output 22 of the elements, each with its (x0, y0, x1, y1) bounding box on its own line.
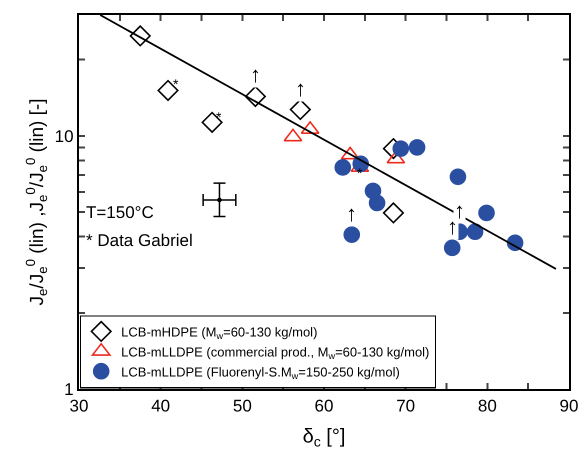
legend-label: LCB-mLLDPE (commercial prod., M$_{w}$=60-130 kg/mol) (121, 344, 430, 362)
x-axis-title: δ$_{c}$ [°] (302, 425, 346, 450)
legend-label: LCB-mLLDPE (Fluorenyl-S.M$_{w}$=150-250 kg/mol) (121, 364, 400, 381)
annotation: * Data Gabriel (86, 231, 193, 250)
y-tick-label: 10 (54, 126, 74, 146)
annotation: ↑ (295, 76, 306, 101)
annotation: * (173, 76, 179, 92)
x-tick-label: 50 (232, 396, 252, 416)
annotation: ↑ (454, 198, 465, 223)
annotation: ↑ (346, 201, 357, 226)
x-tick-label: 90 (560, 396, 578, 416)
y-tick-label: 1 (64, 380, 74, 399)
annotation: T=150°C (86, 203, 154, 222)
legend-label: LCB-mHDPE (M$_{w}$=60-130 kg/mol) (121, 324, 318, 342)
x-tick-label: 40 (151, 396, 170, 416)
x-tick-label: 60 (314, 396, 334, 416)
x-tick-label: 80 (478, 396, 497, 416)
annotation: ↑ (447, 214, 458, 239)
x-tick-label: 70 (396, 396, 416, 416)
annotation: ↑ (250, 62, 261, 87)
x-tick-label: 30 (70, 396, 88, 416)
annotation: * (216, 109, 222, 125)
